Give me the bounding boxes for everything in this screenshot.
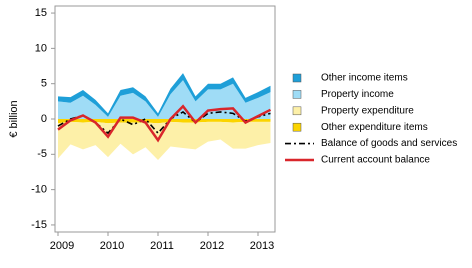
- legend-label: Property expenditure: [321, 105, 414, 116]
- y-tick-label: 15: [35, 7, 47, 19]
- legend-swatch: [292, 73, 302, 83]
- x-tick-label: 2011: [150, 240, 174, 252]
- x-tick-label: 2009: [50, 240, 74, 252]
- legend-label: Property income: [321, 89, 394, 100]
- area: [58, 73, 271, 117]
- area: [58, 119, 271, 124]
- line: [57, 110, 271, 135]
- x-tick-label: 2012: [200, 240, 224, 252]
- legend-label: Balance of goods and services: [321, 138, 457, 149]
- y-tick-label: -5: [37, 148, 47, 160]
- y-tick-label: 0: [41, 113, 47, 125]
- y-tick-label: -15: [31, 219, 47, 231]
- legend-swatch: [292, 122, 302, 132]
- legend-swatch: [292, 90, 302, 99]
- legend-label: Other income items: [321, 73, 408, 84]
- y-tick-label: 10: [35, 42, 47, 54]
- x-tick-label: 2010: [100, 240, 124, 252]
- legend-label: Other expenditure items: [321, 122, 428, 133]
- line: [57, 104, 272, 143]
- y-axis-label: € billion: [8, 100, 20, 137]
- legend-swatch: [292, 106, 302, 116]
- y-tick-label: -10: [31, 184, 47, 196]
- y-tick-label: 5: [41, 78, 47, 90]
- legend-label: Current account balance: [321, 155, 430, 166]
- x-tick-label: 2013: [250, 240, 274, 252]
